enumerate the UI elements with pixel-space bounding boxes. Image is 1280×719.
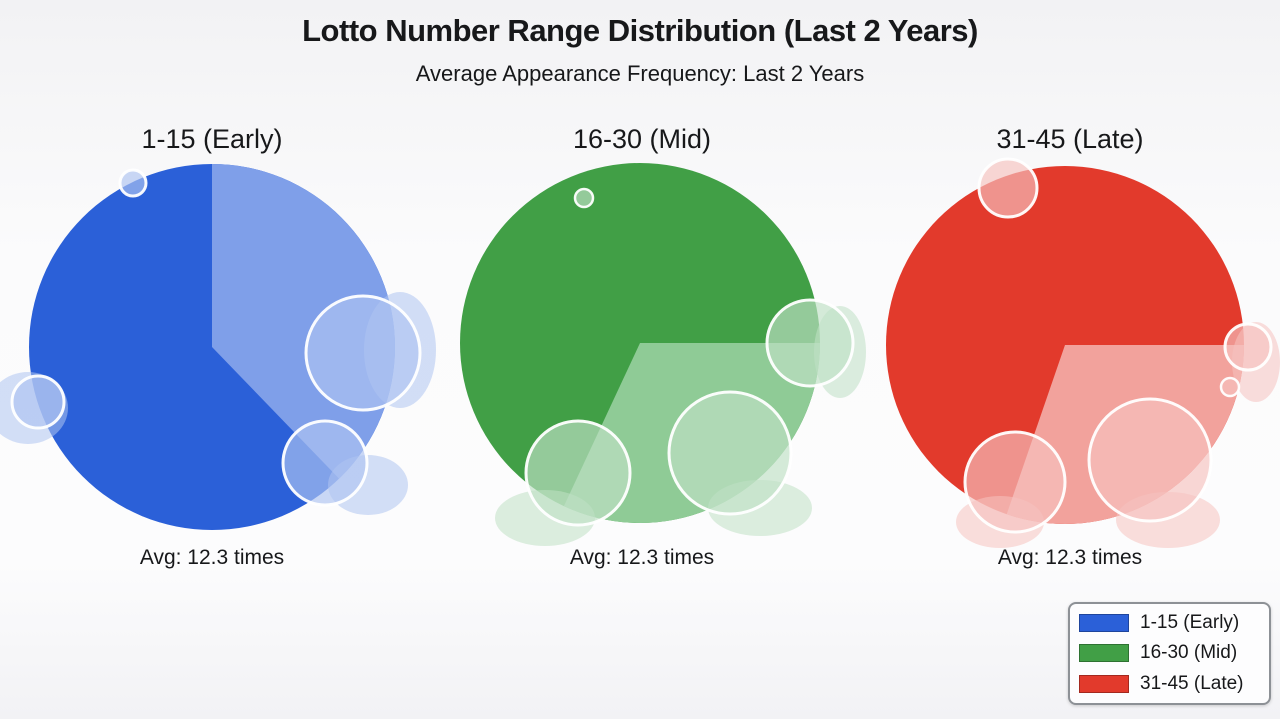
group-title-early: 1-15 (Early) — [141, 124, 283, 154]
early-bubble-overlay — [10, 374, 66, 430]
avg-label-early: Avg: 12.3 times — [139, 546, 285, 569]
avg-label-mid: Avg: 12.3 times — [569, 546, 715, 569]
legend-swatch-mid — [1079, 644, 1129, 663]
legend-label-early: 1-15 (Early) — [1140, 612, 1240, 634]
late-bubble-overlay — [1087, 397, 1213, 523]
chart-subtitle: Average Appearance Frequency: Last 2 Yea… — [415, 61, 865, 86]
group-title-late: 31-45 (Late) — [996, 124, 1144, 154]
legend-item-early: 1-15 (Early) — [1070, 608, 1269, 638]
legend-label-mid: 16-30 (Mid) — [1140, 642, 1238, 664]
early-bubble-overlay — [281, 419, 369, 507]
legend-swatch-late — [1079, 674, 1129, 693]
early-bubble-overlay — [304, 294, 422, 412]
early-bubble-overlay — [118, 168, 148, 198]
mid-bubble-overlay — [573, 187, 595, 209]
legend-swatch-early — [1079, 614, 1129, 633]
late-pie — [886, 157, 1280, 548]
legend: 1-15 (Early) 16-30 (Mid) 31-45 (Late) — [1068, 602, 1271, 705]
mid-pie — [460, 163, 866, 546]
late-bubble-overlay — [1219, 376, 1241, 398]
early-pie — [0, 164, 436, 530]
legend-item-mid: 16-30 (Mid) — [1070, 638, 1269, 668]
legend-item-late: 31-45 (Late) — [1070, 669, 1269, 699]
avg-label-late: Avg: 12.3 times — [997, 546, 1143, 569]
late-bubble-overlay — [963, 430, 1067, 534]
late-bubble-overlay — [977, 157, 1039, 219]
chart-title: Lotto Number Range Distribution (Last 2 … — [302, 13, 978, 48]
mid-bubble-overlay — [667, 390, 793, 516]
legend-label-late: 31-45 (Late) — [1140, 672, 1244, 694]
mid-bubble-overlay — [765, 298, 855, 388]
late-bubble-overlay — [1223, 322, 1273, 372]
mid-bubble-overlay — [524, 419, 632, 527]
group-title-mid: 16-30 (Mid) — [572, 124, 712, 154]
